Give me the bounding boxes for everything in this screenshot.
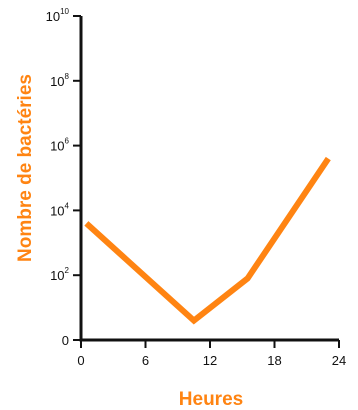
y-axis-ticks: 0 102 104 106 108 1010 [46, 7, 81, 348]
x-tick-label: 6 [142, 353, 149, 368]
y-tick-label: 102 [50, 266, 69, 283]
x-axis-title: Heures [179, 389, 243, 410]
y-tick-label: 0 [62, 333, 69, 348]
x-tick-label: 0 [77, 353, 84, 368]
plot-lines [79, 16, 339, 342]
x-tick-label: 24 [332, 353, 346, 368]
series-layer [84, 156, 331, 325]
growth-curve-line [84, 156, 331, 325]
y-tick-label: 104 [50, 201, 69, 218]
y-tick-label: 1010 [46, 7, 70, 24]
x-tick-label: 18 [267, 353, 281, 368]
y-tick-label: 106 [50, 137, 69, 154]
y-tick-label: 108 [50, 72, 69, 89]
y-axis-title: Nombre de bactéries [15, 74, 36, 262]
x-tick-label: 12 [203, 353, 217, 368]
x-axis-ticks: 0 6 12 18 24 [77, 340, 346, 368]
